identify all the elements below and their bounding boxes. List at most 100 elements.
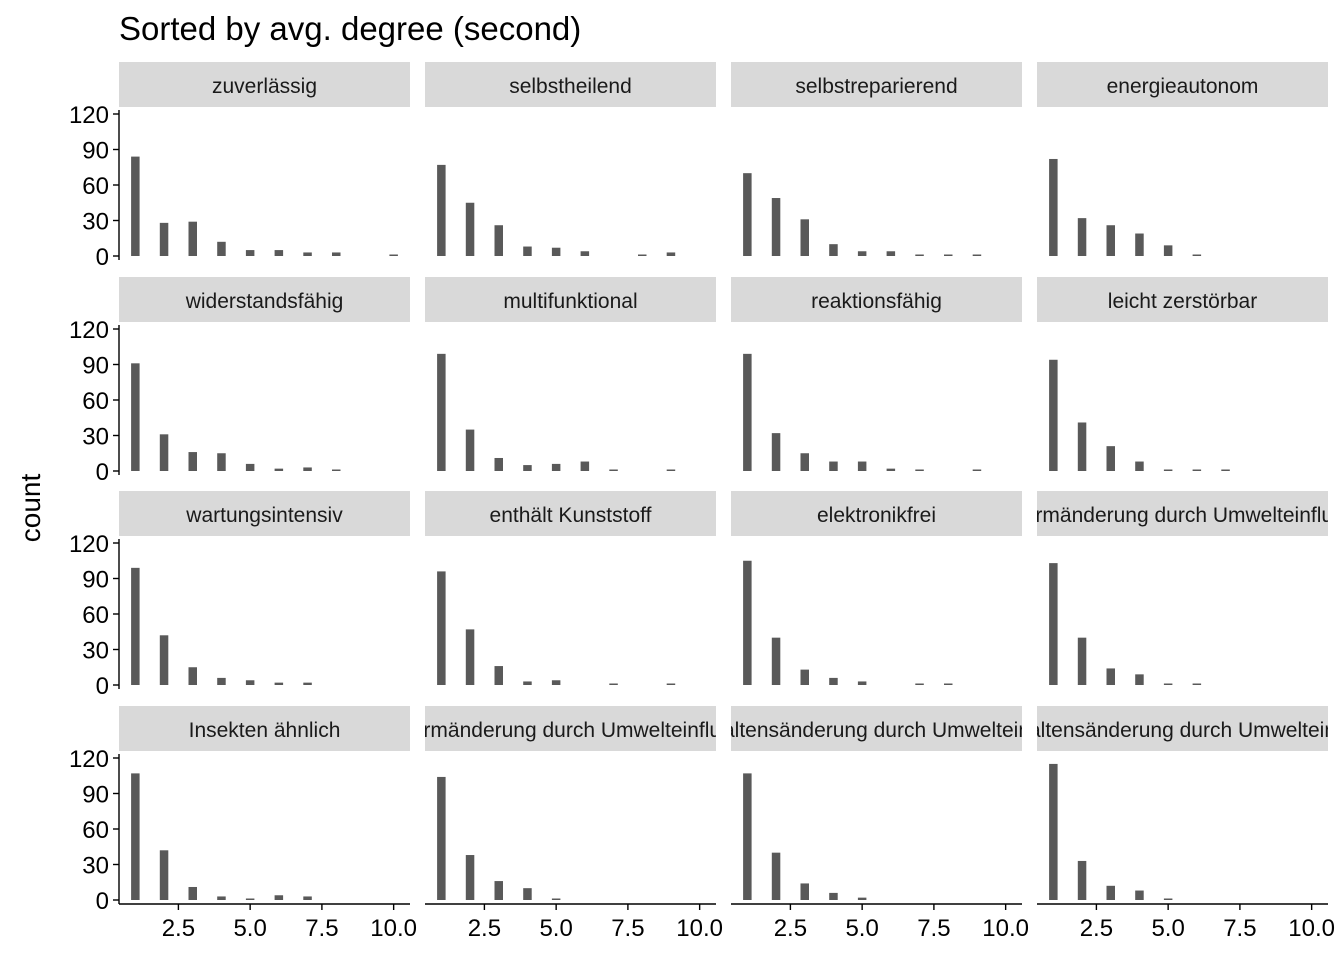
y-tick-label: 120 xyxy=(69,317,109,344)
y-tick-label: 90 xyxy=(82,353,109,380)
bar xyxy=(389,254,398,256)
bar xyxy=(1163,469,1173,471)
bar xyxy=(465,629,475,685)
facet-panel: leicht zerstörbar xyxy=(1037,277,1328,471)
bar xyxy=(188,221,197,256)
bar xyxy=(1192,683,1202,685)
bar xyxy=(303,467,312,471)
bar xyxy=(523,681,532,685)
chart-title: Sorted by avg. degree (second) xyxy=(119,10,581,47)
y-tick-label: 30 xyxy=(82,853,109,880)
bar xyxy=(800,453,809,471)
bar xyxy=(1163,683,1173,685)
bar xyxy=(1221,469,1230,471)
bar xyxy=(274,895,284,900)
bar xyxy=(159,635,169,685)
bar xyxy=(1106,446,1115,471)
y-tick-label: 120 xyxy=(69,531,109,558)
bar xyxy=(551,463,561,471)
bar xyxy=(159,434,169,471)
bar xyxy=(274,468,284,471)
facet-panel: Formänderung durch Umwelteinfluss 2.5 5.0 7… xyxy=(399,706,742,942)
facet-strip-label: selbstreparierend xyxy=(795,75,957,98)
x-tick-label: 7.5 xyxy=(305,915,338,942)
x-tick-label: 10.0 xyxy=(982,915,1029,942)
bar xyxy=(1106,668,1115,685)
bar xyxy=(857,251,867,256)
facet-strip-label: wartungsintensiv xyxy=(185,504,343,527)
bar xyxy=(494,666,503,685)
bar xyxy=(245,463,255,471)
y-tick-label: 0 xyxy=(96,459,109,486)
y-tick-label: 30 xyxy=(82,209,109,236)
bar xyxy=(1049,763,1058,900)
bar xyxy=(1135,890,1144,900)
bar xyxy=(465,202,475,256)
facet-strip-label: multifunktional xyxy=(503,290,637,313)
facet-strip-label: elektronikfrei xyxy=(817,504,936,527)
facet-strip xyxy=(1037,62,1328,107)
facet-strip xyxy=(119,277,410,322)
bar xyxy=(944,683,953,685)
facet-strip xyxy=(425,706,716,751)
bar xyxy=(131,773,140,900)
bar xyxy=(494,881,503,900)
bar xyxy=(743,173,752,256)
bar xyxy=(1135,233,1144,256)
bar xyxy=(1077,860,1087,900)
bar xyxy=(332,252,341,256)
bar xyxy=(188,667,197,685)
facet-panels: zuverlässig 0 30 60 90 120 selbstheilend selbst… xyxy=(69,62,1344,942)
facet-panel: multifunktional xyxy=(425,277,716,471)
bar xyxy=(800,883,809,900)
bar xyxy=(771,852,781,900)
y-tick-label: 90 xyxy=(82,782,109,809)
facet-strip-label: enthält Kunststoff xyxy=(490,504,652,527)
facet-strip xyxy=(425,62,716,107)
bar xyxy=(886,251,896,256)
facet-strip-label: selbstheilend xyxy=(509,75,632,98)
bar xyxy=(743,560,752,685)
bar xyxy=(886,468,896,471)
facet-strip xyxy=(119,62,410,107)
facet-strip xyxy=(731,277,1022,322)
bar xyxy=(131,156,140,256)
facet-panel: Verhaltensänderung durch Umwelteinfluss 2… xyxy=(986,706,1344,942)
bar xyxy=(303,252,312,256)
facet-panel: zuverlässig 0 30 60 90 120 xyxy=(69,62,410,271)
facet-panel: selbstreparierend xyxy=(731,62,1022,256)
facet-panel: energieautonom xyxy=(1037,62,1328,256)
facet-strip xyxy=(1037,706,1328,751)
bar xyxy=(771,198,781,256)
y-tick-label: 0 xyxy=(96,244,109,271)
bar xyxy=(915,469,924,471)
facet-strip xyxy=(119,491,410,536)
bar xyxy=(1135,461,1144,471)
facet-strip-label: Verhaltensänderung durch Umwelteinfluss xyxy=(986,719,1344,742)
bar xyxy=(915,683,924,685)
bar xyxy=(551,247,561,256)
bar xyxy=(1049,359,1058,471)
bar xyxy=(638,254,647,256)
bar xyxy=(303,896,312,900)
facet-strip-label: leicht zerstörbar xyxy=(1108,290,1257,313)
bar xyxy=(188,452,197,471)
bar xyxy=(217,677,226,685)
x-tick-label: 5.0 xyxy=(1151,915,1184,942)
bar xyxy=(944,254,953,256)
facet-strip-label: Insekten ähnlich xyxy=(189,719,341,742)
bar xyxy=(1163,245,1173,256)
bar xyxy=(274,250,284,256)
bar xyxy=(523,888,532,900)
bar xyxy=(131,567,140,685)
facet-strip xyxy=(119,706,410,751)
facet-strip xyxy=(1037,277,1328,322)
bar xyxy=(131,363,140,471)
x-tick-label: 7.5 xyxy=(611,915,644,942)
bar xyxy=(829,677,838,685)
bar xyxy=(666,469,676,471)
bar xyxy=(332,469,341,471)
x-tick-label: 10.0 xyxy=(370,915,417,942)
facet-strip-label: Formänderung durch Umwelteinfluss xyxy=(399,719,742,742)
